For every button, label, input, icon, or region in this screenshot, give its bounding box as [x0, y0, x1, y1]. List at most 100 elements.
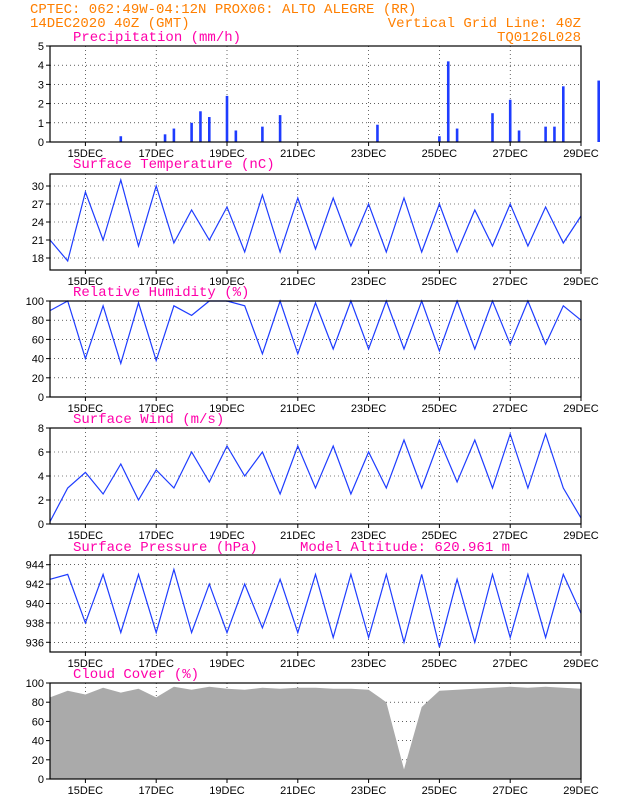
- plot-frame: [49, 45, 582, 143]
- x-tick-label: 25DEC: [422, 148, 458, 160]
- x-tick-label: 17DEC: [138, 658, 174, 670]
- y-tick-label: 100: [26, 678, 44, 690]
- x-tick-label: 19DEC: [209, 276, 245, 288]
- y-tick-label: 80: [32, 697, 44, 709]
- precip-bar: [261, 126, 264, 142]
- panel-temperature: Surface Temperature (nC) 18 21 24 27 30 15DEC…: [32, 157, 599, 288]
- panel-pressure: Surface Pressure (hPa) Model Altitude: 6…: [26, 540, 599, 670]
- x-tick-label: 15DEC: [68, 785, 104, 797]
- x-tick-label: 23DEC: [351, 403, 387, 415]
- x-tick-label: 17DEC: [138, 276, 174, 288]
- plot-frame: [49, 682, 582, 780]
- x-tick-label: 19DEC: [209, 785, 245, 797]
- y-tick-label: 24: [32, 217, 44, 229]
- series-line: [49, 567, 582, 648]
- panel-humidity: Relative Humidity (%) 0 20 40 60 80 100 15DEC 1…: [26, 285, 599, 415]
- y-tick-label: 20: [32, 373, 44, 385]
- y-tick-label: 4: [38, 60, 44, 72]
- y-tick-label: 944: [26, 560, 44, 572]
- precip-bar: [508, 99, 512, 142]
- plot-frame: [49, 554, 582, 653]
- precip-bar: [376, 124, 379, 142]
- y-tick-label: 0: [38, 137, 44, 149]
- precip-bar: [208, 117, 211, 142]
- x-tick-label: 25DEC: [422, 658, 458, 670]
- x-tick-label: 17DEC: [138, 530, 174, 542]
- x-tick-label: 21DEC: [280, 276, 316, 288]
- header-code: TQ0126L028: [497, 30, 581, 46]
- precip-bar: [491, 113, 494, 142]
- x-tick-label: 25DEC: [422, 530, 458, 542]
- panel-wind: Surface Wind (m/s) 0 2 4 6 8 15DEC 17DEC 19DEC 2…: [38, 412, 599, 542]
- y-tick-label: 80: [32, 315, 44, 327]
- header-grid-line: Vertical Grid Line: 40Z: [388, 16, 581, 32]
- y-tick-label: 2: [38, 495, 44, 507]
- x-tick-label: 29DEC: [563, 276, 599, 288]
- x-tick-label: 27DEC: [492, 148, 528, 160]
- plot-frame: [49, 300, 582, 398]
- precip-bar: [562, 86, 565, 142]
- x-tick-label: 25DEC: [422, 403, 458, 415]
- x-tick-label: 17DEC: [138, 403, 174, 415]
- cloud-area: [50, 686, 581, 779]
- x-tick-label: 21DEC: [280, 403, 316, 415]
- x-tick-label: 15DEC: [68, 403, 104, 415]
- y-tick-label: 938: [26, 618, 44, 630]
- x-tick-label: 15DEC: [68, 148, 104, 160]
- y-tick-label: 0: [38, 774, 44, 786]
- x-tick-label: 23DEC: [351, 530, 387, 542]
- x-tick-label: 23DEC: [351, 148, 387, 160]
- precip-bar: [438, 136, 441, 142]
- precip-bar: [597, 80, 600, 142]
- plot-frame: [49, 427, 582, 525]
- y-tick-label: 940: [26, 599, 44, 611]
- y-tick-label: 942: [26, 579, 44, 591]
- panel-cloud-cover: Cloud Cover (%) 0 20 40 60 80 100 15DEC 17DEC 19…: [26, 667, 599, 797]
- precip-bar: [517, 130, 521, 142]
- x-tick-label: 19DEC: [209, 148, 245, 160]
- x-tick-label: 15DEC: [68, 530, 104, 542]
- panel-title-pressure: Surface Pressure (hPa): [73, 540, 258, 556]
- y-tick-label: 8: [38, 423, 44, 435]
- y-tick-label: 40: [32, 354, 44, 366]
- x-tick-label: 27DEC: [492, 403, 528, 415]
- x-tick-label: 21DEC: [280, 785, 316, 797]
- plot-frame: [49, 173, 582, 271]
- x-tick-label: 23DEC: [351, 276, 387, 288]
- y-tick-label: 18: [32, 253, 44, 265]
- precip-bar: [544, 126, 547, 142]
- x-tick-label: 21DEC: [280, 530, 316, 542]
- x-tick-label: 15DEC: [68, 658, 104, 670]
- panel-title-temperature: Surface Temperature (nC): [73, 157, 275, 173]
- precip-bar: [199, 111, 202, 142]
- y-tick-label: 5: [38, 41, 44, 53]
- x-tick-label: 27DEC: [492, 785, 528, 797]
- panel-precipitation: Precipitation (mm/h) 0 1 2 3 4 5 15DEC 17DEC 19D…: [38, 30, 600, 160]
- header-line1: CPTEC: 062:49W-04:12N PROX06: ALTO ALEGR…: [30, 2, 416, 18]
- x-tick-label: 25DEC: [422, 785, 458, 797]
- panel-title-humidity: Relative Humidity (%): [73, 285, 249, 301]
- panel-title-wind: Surface Wind (m/s): [73, 412, 224, 428]
- precip-bar: [455, 128, 459, 142]
- y-tick-label: 60: [32, 334, 44, 346]
- x-tick-label: 19DEC: [209, 658, 245, 670]
- x-tick-label: 27DEC: [492, 658, 528, 670]
- y-tick-label: 60: [32, 716, 44, 728]
- series-line: [49, 177, 582, 263]
- x-tick-label: 29DEC: [563, 403, 599, 415]
- precip-bar: [163, 134, 167, 142]
- precip-bar: [553, 126, 556, 142]
- y-tick-label: 27: [32, 199, 44, 211]
- x-tick-label: 15DEC: [68, 276, 104, 288]
- x-tick-label: 27DEC: [492, 530, 528, 542]
- header-date: 14DEC2020 40Z (GMT): [30, 16, 190, 32]
- y-tick-label: 20: [32, 755, 44, 767]
- panel-title-cloud-cover: Cloud Cover (%): [73, 667, 199, 683]
- y-tick-label: 6: [38, 447, 44, 459]
- x-tick-label: 19DEC: [209, 403, 245, 415]
- y-tick-label: 0: [38, 519, 44, 531]
- y-tick-label: 100: [26, 296, 44, 308]
- y-tick-label: 0: [38, 392, 44, 404]
- y-tick-label: 30: [32, 181, 44, 193]
